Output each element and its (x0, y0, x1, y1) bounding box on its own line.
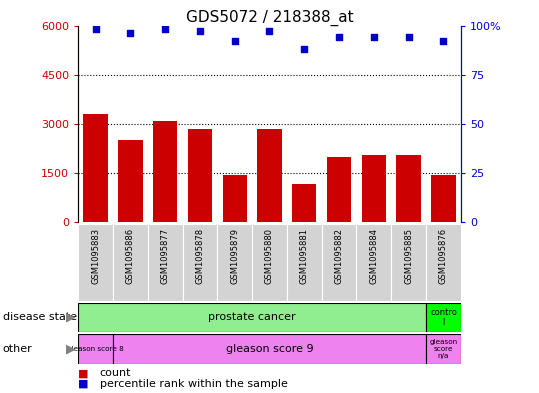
Bar (426, 334, 461, 364)
Bar (78, 334, 113, 364)
Bar (391, 224, 426, 301)
Point (196, 28, 204, 35)
Point (265, 28, 274, 35)
Bar (217, 224, 252, 301)
Bar (113, 224, 148, 301)
Text: GSM1095885: GSM1095885 (404, 228, 413, 284)
Bar (431, 174, 455, 222)
Text: GDS5072 / 218388_at: GDS5072 / 218388_at (186, 10, 353, 26)
Bar (257, 129, 282, 222)
Text: GSM1095884: GSM1095884 (369, 228, 378, 284)
Text: GSM1095878: GSM1095878 (196, 228, 204, 284)
Point (230, 38, 239, 44)
Bar (322, 224, 356, 301)
Text: GSM1095886: GSM1095886 (126, 228, 135, 284)
Bar (153, 121, 177, 222)
Bar (362, 155, 386, 222)
Text: gleason
score
n/a: gleason score n/a (430, 339, 458, 359)
Text: contro
l: contro l (430, 308, 457, 327)
Bar (118, 140, 142, 222)
Text: GSM1095877: GSM1095877 (161, 228, 170, 284)
Text: prostate cancer: prostate cancer (208, 312, 296, 322)
Bar (84, 114, 108, 222)
Point (404, 34, 413, 40)
Bar (113, 334, 426, 364)
Bar (397, 155, 421, 222)
Text: GSM1095876: GSM1095876 (439, 228, 448, 284)
Text: gleason score 8: gleason score 8 (67, 346, 124, 352)
Bar (183, 224, 217, 301)
Bar (426, 303, 461, 332)
Point (300, 46, 309, 52)
Text: ■: ■ (78, 379, 88, 389)
Point (126, 30, 135, 37)
Text: ■: ■ (78, 368, 88, 378)
Text: gleason score 9: gleason score 9 (226, 344, 313, 354)
Bar (148, 224, 183, 301)
Point (91, 26, 100, 33)
Text: ▶: ▶ (66, 342, 75, 355)
Text: GSM1095880: GSM1095880 (265, 228, 274, 284)
Bar (327, 156, 351, 222)
Bar (426, 224, 461, 301)
Text: GSM1095881: GSM1095881 (300, 228, 309, 284)
Text: other: other (3, 344, 32, 354)
Bar (292, 184, 316, 222)
Bar (356, 224, 391, 301)
Point (439, 38, 448, 44)
Bar (188, 129, 212, 222)
Bar (78, 224, 113, 301)
Text: GSM1095883: GSM1095883 (91, 228, 100, 284)
Point (335, 34, 343, 40)
Text: count: count (100, 368, 131, 378)
Text: ▶: ▶ (66, 311, 75, 324)
Point (161, 26, 169, 33)
Bar (223, 174, 247, 222)
Point (370, 34, 378, 40)
Text: percentile rank within the sample: percentile rank within the sample (100, 379, 288, 389)
Text: GSM1095879: GSM1095879 (230, 228, 239, 284)
Bar (252, 224, 287, 301)
Text: disease state: disease state (3, 312, 77, 322)
Bar (287, 224, 322, 301)
Text: GSM1095882: GSM1095882 (335, 228, 343, 284)
